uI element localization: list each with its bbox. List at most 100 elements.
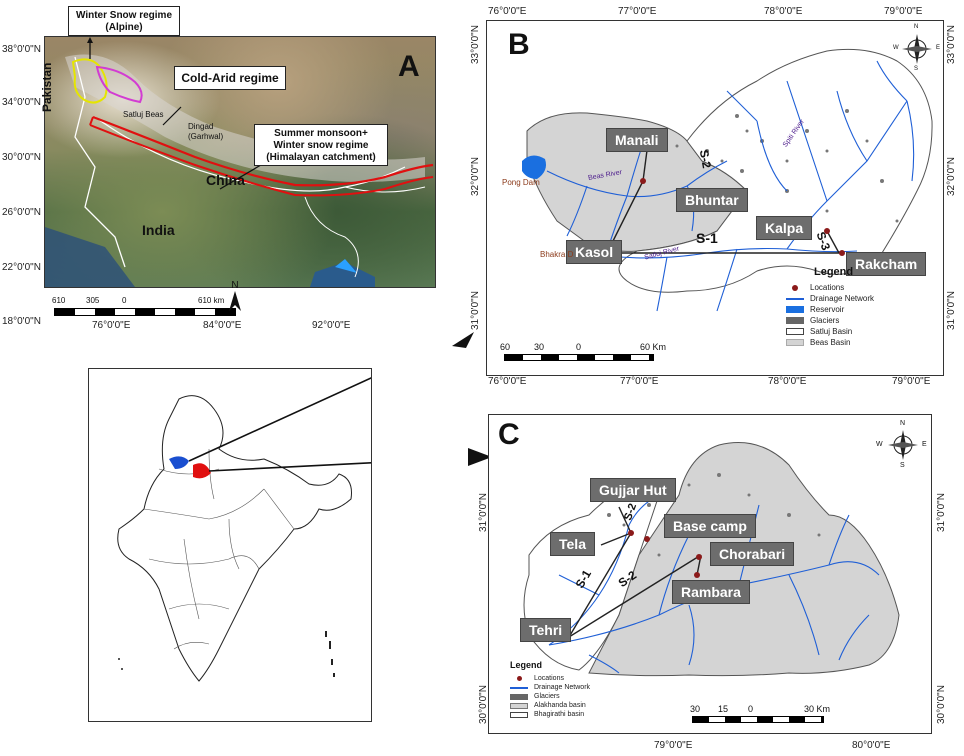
lat-label: 33°0'0"N	[470, 25, 481, 64]
station-tehri: Tehri	[520, 618, 572, 642]
lat-label: 30°0'0"N	[936, 685, 947, 724]
arrow-to-b	[452, 332, 474, 348]
legend-item: Alakhanda basin	[534, 702, 586, 709]
alpine-title: Winter Snow regime	[75, 10, 173, 21]
panel-letter-c: C	[498, 418, 520, 451]
scale-label: 30	[534, 342, 545, 352]
station-kalpa: Kalpa	[756, 216, 813, 240]
lat-label: 18°0'0"N	[2, 316, 41, 327]
scale-label: 610 km	[198, 296, 225, 305]
lat-label: 38°0'0"N	[2, 44, 41, 55]
panel-letter-b: B	[508, 28, 530, 61]
monsoon-line-3: (Himalayan catchment)	[266, 152, 376, 163]
station-rambara: Rambara	[672, 580, 750, 604]
alpine-subtitle: (Alpine)	[105, 22, 143, 33]
compass-w: W	[893, 45, 899, 51]
scale-label: 30	[690, 704, 701, 714]
compass-s: S	[900, 462, 905, 469]
station-bhuntar: Bhuntar	[676, 188, 748, 212]
label-pakistan: Pakistan	[40, 62, 54, 112]
lon-label: 76°0'0"E	[488, 6, 527, 17]
lat-label: 32°0'0"N	[946, 157, 957, 196]
lat-label: 22°0'0"N	[2, 262, 41, 273]
legend-item: Satluj Basin	[810, 327, 853, 336]
scale-label: 0	[576, 342, 582, 352]
station-gujjar-hut: Gujjar Hut	[590, 478, 676, 502]
compass-w: W	[876, 441, 883, 448]
lon-label: 76°0'0"E	[488, 376, 527, 387]
compass-e: E	[922, 441, 927, 448]
scale-bar-b	[504, 354, 654, 361]
legend-item: Reservoir	[810, 305, 845, 314]
legend-item: Drainage Network	[534, 684, 591, 691]
lon-label: 79°0'0"E	[884, 6, 923, 17]
legend-item: Glaciers	[810, 316, 840, 325]
lat-label: 32°0'0"N	[470, 157, 481, 196]
label-dingad: Dingad (Garhwal)	[188, 122, 223, 142]
lon-label: 78°0'0"E	[764, 6, 803, 17]
lat-label: 34°0'0"N	[2, 97, 41, 108]
label-dingad-name: Dingad	[188, 122, 214, 131]
station-manali: Manali	[606, 128, 668, 152]
legend-title-b: Legend	[814, 266, 854, 278]
lon-label: 77°0'0"E	[620, 376, 659, 387]
compass-n: N	[914, 24, 919, 30]
lat-label: 31°0'0"N	[946, 291, 957, 330]
legend-item: Glaciers	[534, 693, 560, 700]
india-inset-map	[88, 336, 486, 722]
station-tela: Tela	[550, 532, 595, 556]
scale-label: 15	[718, 704, 729, 714]
scale-bar-c	[692, 716, 824, 723]
lat-label: 31°0'0"N	[478, 493, 489, 532]
compass-n: N	[900, 420, 906, 427]
scale-label: 30 Km	[804, 704, 831, 714]
station-base-camp: Base camp	[664, 514, 756, 538]
panel-letter-a: A	[398, 50, 420, 83]
label-satluj-beas: Satluj Beas	[123, 110, 164, 119]
lon-label: 78°0'0"E	[768, 376, 807, 387]
lat-label: 30°0'0"N	[2, 152, 41, 163]
lon-label: 76°0'0"E	[92, 320, 131, 331]
monsoon-line-1: Summer monsoon+	[274, 128, 368, 139]
compass-s: S	[914, 66, 919, 72]
compass-c	[886, 428, 920, 462]
arrow-to-c	[468, 448, 492, 466]
north-letter: N	[231, 280, 239, 291]
lon-label: 79°0'0"E	[892, 376, 931, 387]
alpine-callout: Winter Snow regime (Alpine)	[68, 6, 180, 36]
panel-c: C 31°0'0"N 30°0'0"N 31°0'0"N 30°0'0"N 79…	[478, 408, 964, 756]
legend-b: Locations Drainage Network Reservoir Gla…	[786, 282, 926, 348]
panel-b: 76°0'0"E 77°0'0"E 78°0'0"E 79°0'0"E 76°0…	[468, 0, 964, 400]
lat-label: 33°0'0"N	[946, 25, 957, 64]
legend-item: Bhagirathi basin	[534, 711, 585, 718]
link-label: S-1	[696, 230, 718, 246]
lon-label: 77°0'0"E	[618, 6, 657, 17]
legend-c: Locations Drainage Network Glaciers Alak…	[510, 674, 660, 719]
label-bhakra: Bhakra D	[540, 250, 574, 259]
north-arrow-a: N	[228, 280, 242, 311]
lat-label: 30°0'0"N	[478, 685, 489, 724]
scale-label: 60	[500, 342, 511, 352]
station-kasol: Kasol	[566, 240, 623, 264]
link-label: S-2	[696, 148, 714, 170]
station-rakcham: Rakcham	[846, 252, 927, 276]
label-dingad-region: (Garhwal)	[188, 132, 224, 141]
map-frame-c	[488, 414, 932, 734]
monsoon-callout: Summer monsoon+ Winter snow regime (Hima…	[254, 124, 388, 166]
cold-arid-callout: Cold-Arid regime	[174, 66, 286, 90]
legend-item: Locations	[810, 283, 845, 292]
label-pong-dam: Pong Dam	[502, 178, 540, 187]
lon-label: 92°0'0"E	[312, 320, 351, 331]
lon-label: 80°0'0"E	[852, 740, 891, 751]
lat-label: 26°0'0"N	[2, 207, 41, 218]
legend-item: Drainage Network	[810, 294, 875, 303]
compass-e: E	[936, 45, 941, 51]
lon-label: 84°0'0"E	[203, 320, 242, 331]
scale-label: 610	[52, 296, 66, 305]
scale-label: 0	[122, 296, 127, 305]
compass-b	[900, 32, 934, 66]
station-chorabari: Chorabari	[710, 542, 795, 566]
scale-label: 0	[748, 704, 754, 714]
label-china: China	[206, 172, 245, 188]
label-india: India	[142, 222, 175, 238]
